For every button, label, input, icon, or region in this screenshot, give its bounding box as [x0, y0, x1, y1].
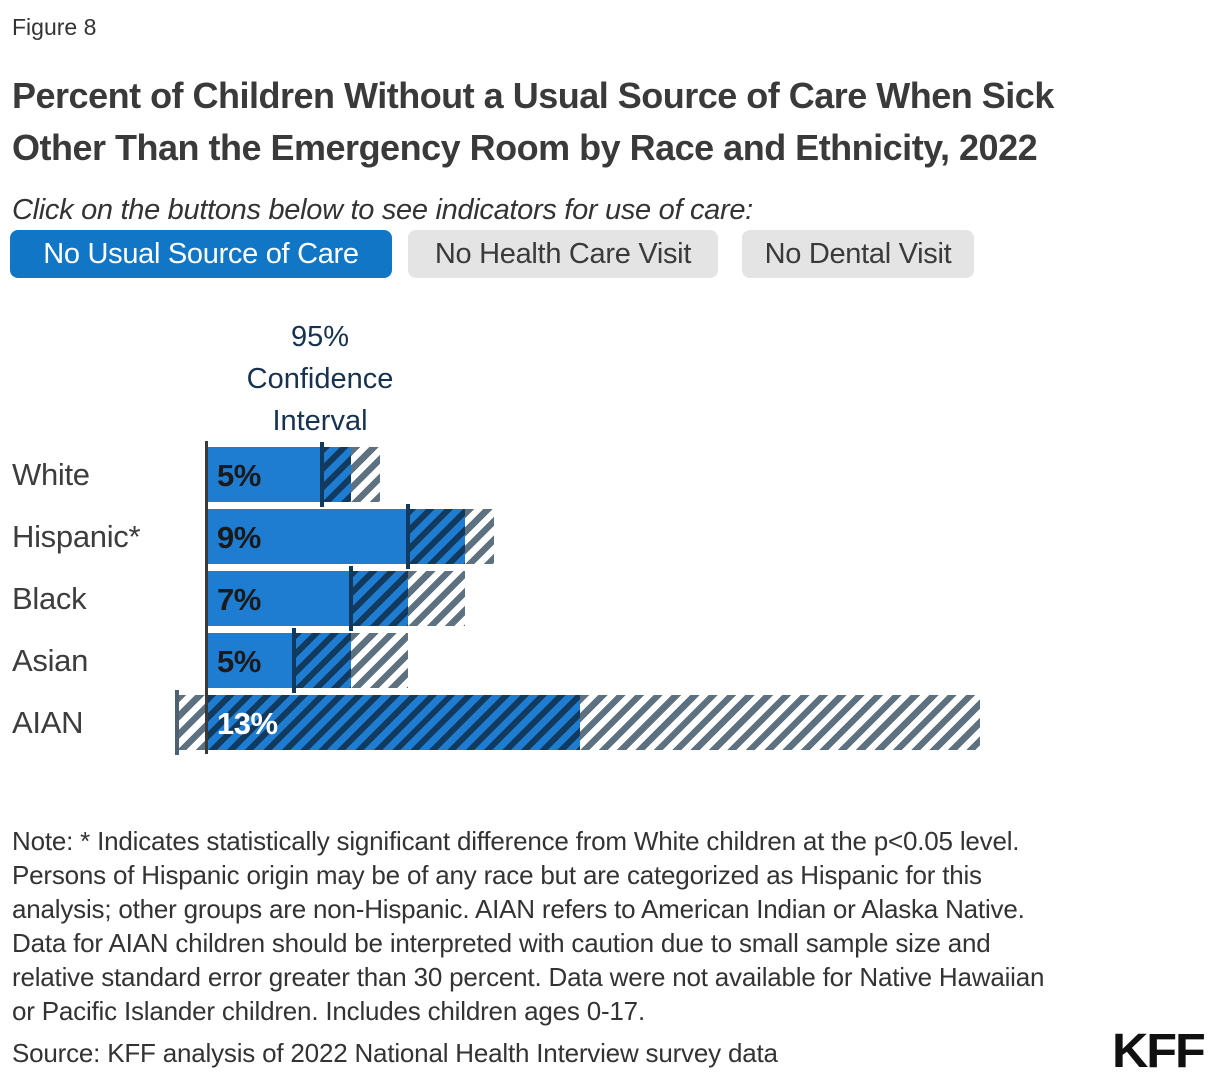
bar-ci-lower-hatch — [208, 695, 580, 750]
value-label: 9% — [217, 520, 261, 555]
kff-logo: KFF — [1112, 1025, 1206, 1078]
note-line: Data for AIAN children should be interpr… — [12, 928, 991, 958]
bar-chart: White 5% Hispanic* 9% Black 7% Asian 5% AIAN 13% — [0, 441, 1220, 761]
ci-lower-bound-marker — [349, 566, 353, 631]
bar: 5% — [208, 628, 1220, 693]
value-label: 13% — [217, 706, 278, 741]
bar-ci-lower-hatch — [322, 447, 351, 502]
chart-title: Percent of Children Without a Usual Sour… — [12, 70, 1212, 174]
ci-legend-line-1: 95% — [290, 321, 350, 353]
bar-ci-upper-hatch — [465, 509, 494, 564]
button-no-usual-source-of-care[interactable]: No Usual Source of Care — [10, 230, 392, 278]
bar-solid-segment — [208, 447, 323, 502]
bar-ci-upper-hatch — [408, 571, 466, 626]
bar-ci-lower-hatch — [351, 571, 409, 626]
bar: 5% — [208, 442, 1220, 507]
bar-ci-upper-hatch — [579, 695, 981, 750]
ci-legend-line-2: Confidence — [246, 363, 394, 395]
chart-title-line-2: Other Than the Emergency Room by Race an… — [12, 127, 1038, 168]
bar-solid-segment — [208, 633, 294, 688]
value-label: 5% — [217, 458, 261, 493]
note-line: or Pacific Islander children. Includes c… — [12, 996, 645, 1026]
ci-lower-bound-marker — [174, 690, 179, 755]
note-line: analysis; other groups are non-Hispanic.… — [12, 894, 1025, 924]
ci-legend: 95% Confidence Interval — [220, 316, 420, 442]
bar-solid-segment — [208, 571, 351, 626]
category-label: Asian — [12, 643, 89, 678]
ci-lower-bound-marker — [406, 504, 411, 569]
category-label: AIAN — [12, 705, 84, 740]
ci-legend-line-3: Interval — [272, 405, 368, 437]
ci-lower-bound-marker — [291, 628, 296, 693]
note-line: Persons of Hispanic origin may be of any… — [12, 860, 982, 890]
button-no-dental-visit[interactable]: No Dental Visit — [742, 230, 974, 278]
bar: 7% — [208, 566, 1220, 631]
note-text: Note: * Indicates statistically signific… — [12, 824, 1044, 1028]
figure-label: Figure 8 — [12, 14, 97, 40]
button-no-health-care-visit[interactable]: No Health Care Visit — [408, 230, 718, 278]
bar: 9% — [208, 504, 1220, 569]
category-label: Hispanic* — [12, 519, 141, 554]
chart-subtitle: Click on the buttons below to see indica… — [12, 194, 753, 226]
bar-ci-below-zero-hatch — [176, 695, 208, 750]
bar-solid-segment — [208, 509, 409, 564]
bar-ci-upper-hatch — [351, 447, 380, 502]
value-label: 5% — [217, 644, 261, 679]
bar-ci-lower-hatch — [408, 509, 466, 564]
source-text: Source: KFF analysis of 2022 National He… — [12, 1038, 778, 1068]
bar: 13% — [174, 690, 1220, 755]
chart-title-line-1: Percent of Children Without a Usual Sour… — [12, 75, 1054, 116]
category-label: White — [12, 457, 90, 492]
category-label: Black — [12, 581, 87, 616]
ci-lower-bound-marker — [320, 442, 325, 507]
y-axis-line — [205, 441, 208, 754]
note-line: relative standard error greater than 30 … — [12, 962, 1045, 992]
note-line: Note: * Indicates statistically signific… — [12, 826, 1020, 856]
bar-ci-lower-hatch — [293, 633, 351, 688]
bar-ci-upper-hatch — [351, 633, 409, 688]
value-label: 7% — [217, 582, 261, 617]
